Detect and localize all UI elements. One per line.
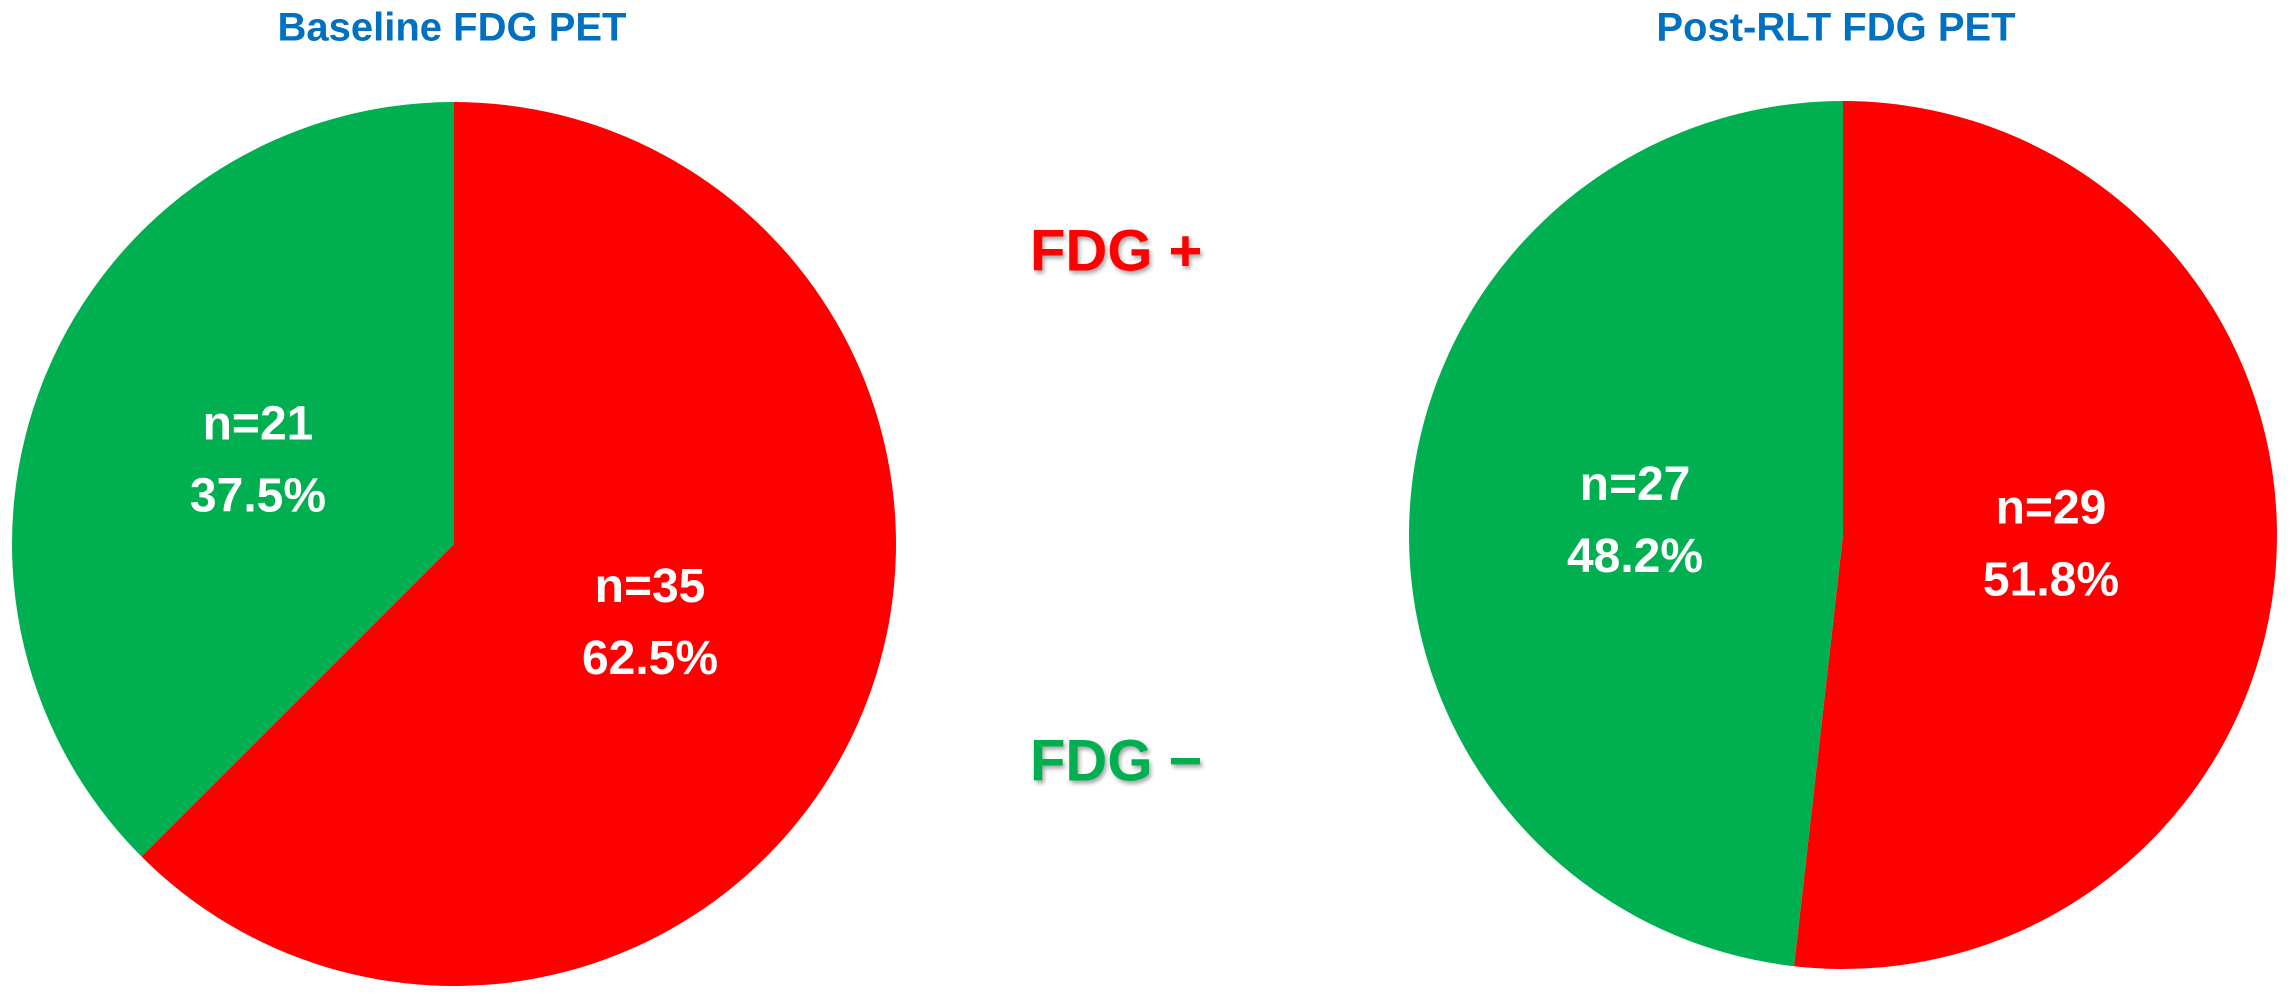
chart-title: Post-RLT FDG PET	[1656, 6, 2015, 50]
legend-label: FDG +	[1030, 218, 1202, 283]
pie-slice	[141, 102, 896, 986]
count-label: n=27	[1580, 458, 1691, 511]
count-label: n=21	[203, 397, 314, 450]
count-label: n=29	[1996, 481, 2107, 534]
pie-slice	[11, 102, 454, 857]
count-label: n=35	[595, 560, 706, 613]
pie-slice	[1409, 101, 1843, 967]
chart-title: Baseline FDG PET	[278, 6, 627, 50]
value-label: 48.2%	[1567, 530, 1703, 583]
value-label: 51.8%	[1983, 553, 2119, 606]
legend-label: FDG −	[1030, 728, 1202, 793]
pie-slice	[1794, 101, 2278, 969]
value-label: 62.5%	[582, 632, 718, 685]
value-label: 37.5%	[190, 469, 326, 522]
